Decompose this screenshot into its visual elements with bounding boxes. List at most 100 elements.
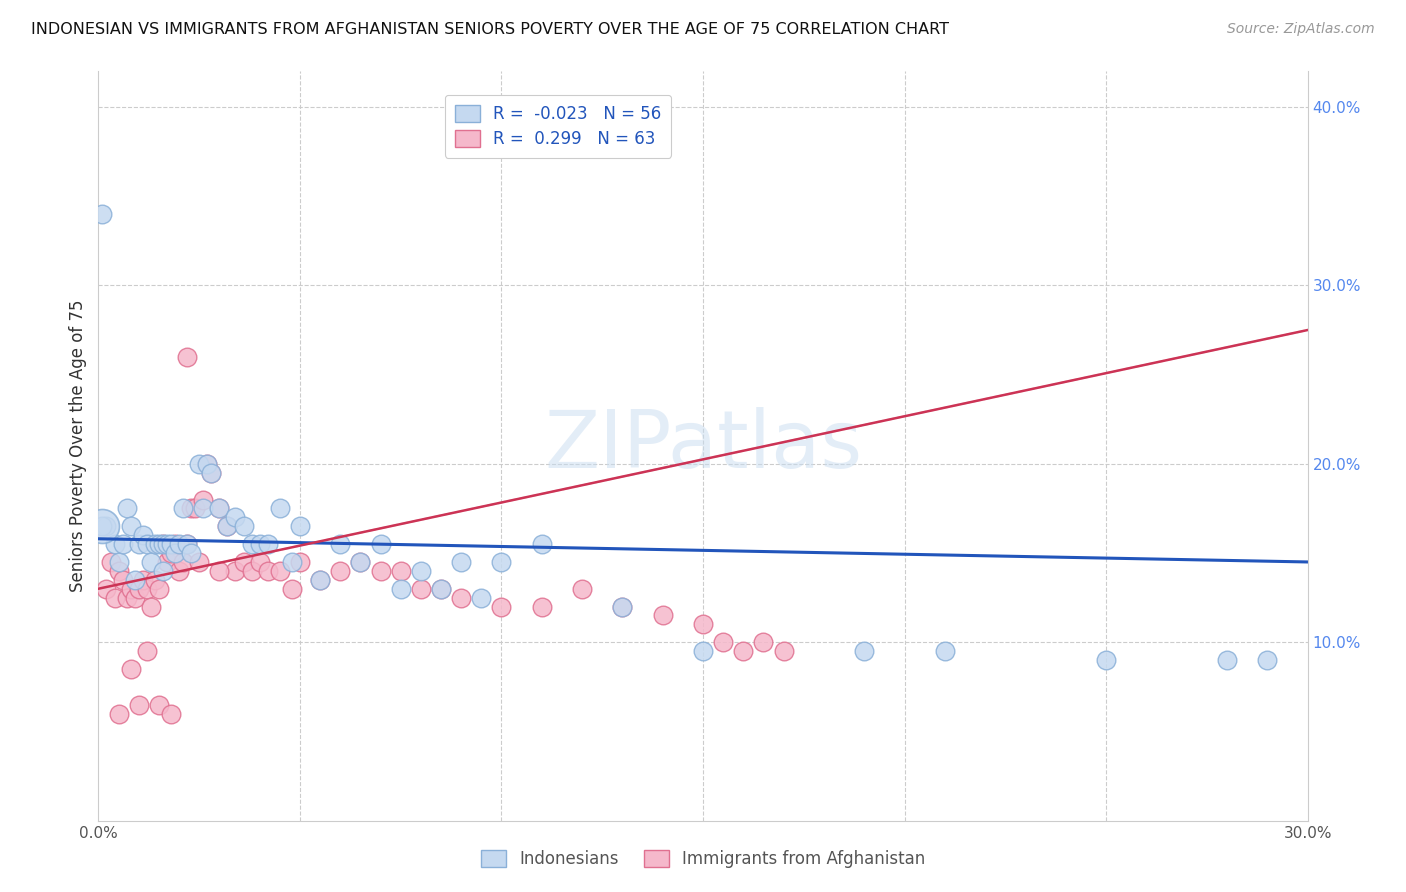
Text: ZIPatlas: ZIPatlas xyxy=(544,407,862,485)
Point xyxy=(193,492,215,507)
Point xyxy=(281,555,304,569)
Point xyxy=(160,546,183,560)
Point xyxy=(152,537,174,551)
Point xyxy=(139,599,162,614)
Point xyxy=(143,573,166,587)
Point xyxy=(389,582,412,596)
Point xyxy=(143,537,166,551)
Point xyxy=(120,662,142,676)
Point xyxy=(135,537,157,551)
Point xyxy=(934,644,956,658)
Legend: R =  -0.023   N = 56, R =  0.299   N = 63: R = -0.023 N = 56, R = 0.299 N = 63 xyxy=(444,95,671,158)
Point xyxy=(692,617,714,632)
Point xyxy=(180,501,202,516)
Point xyxy=(91,207,114,221)
Point xyxy=(208,501,231,516)
Y-axis label: Seniors Poverty Over the Age of 75: Seniors Poverty Over the Age of 75 xyxy=(69,300,87,592)
Point xyxy=(195,457,218,471)
Point xyxy=(96,519,118,533)
Point xyxy=(491,599,513,614)
Point xyxy=(853,644,876,658)
Point xyxy=(1256,653,1278,667)
Point xyxy=(132,528,155,542)
Point xyxy=(232,555,254,569)
Point xyxy=(612,599,634,614)
Point xyxy=(249,555,271,569)
Point xyxy=(148,537,170,551)
Point xyxy=(195,457,218,471)
Point xyxy=(491,555,513,569)
Point xyxy=(370,537,392,551)
Point xyxy=(309,573,332,587)
Point xyxy=(172,501,194,516)
Point xyxy=(120,519,142,533)
Point xyxy=(349,555,371,569)
Point xyxy=(224,510,246,524)
Point xyxy=(115,591,138,605)
Point xyxy=(167,537,190,551)
Point xyxy=(100,555,122,569)
Point xyxy=(208,564,231,578)
Point xyxy=(240,564,263,578)
Point xyxy=(389,564,412,578)
Point xyxy=(1095,653,1118,667)
Point xyxy=(733,644,755,658)
Point xyxy=(232,519,254,533)
Point xyxy=(124,591,146,605)
Point xyxy=(128,582,150,596)
Point xyxy=(139,555,162,569)
Point xyxy=(530,537,553,551)
Point xyxy=(107,555,129,569)
Legend: Indonesians, Immigrants from Afghanistan: Indonesians, Immigrants from Afghanistan xyxy=(474,843,932,875)
Point xyxy=(249,537,271,551)
Point xyxy=(450,555,472,569)
Point xyxy=(96,582,118,596)
Point xyxy=(193,501,215,516)
Point xyxy=(132,573,155,587)
Point xyxy=(160,706,183,721)
Point xyxy=(128,537,150,551)
Point xyxy=(752,635,775,649)
Point xyxy=(224,564,246,578)
Point xyxy=(349,555,371,569)
Point xyxy=(188,457,211,471)
Point xyxy=(772,644,794,658)
Point xyxy=(200,466,222,480)
Point xyxy=(124,573,146,587)
Point xyxy=(217,519,239,533)
Point xyxy=(256,564,278,578)
Point xyxy=(188,555,211,569)
Point xyxy=(200,466,222,480)
Point xyxy=(470,591,492,605)
Point xyxy=(370,564,392,578)
Point xyxy=(612,599,634,614)
Point xyxy=(156,537,179,551)
Point xyxy=(184,501,207,516)
Point xyxy=(240,537,263,551)
Point xyxy=(180,546,202,560)
Point xyxy=(571,582,593,596)
Point xyxy=(111,537,134,551)
Point xyxy=(711,635,734,649)
Point xyxy=(163,537,186,551)
Point xyxy=(176,537,198,551)
Point xyxy=(148,698,170,712)
Point xyxy=(167,564,190,578)
Point xyxy=(288,519,311,533)
Point xyxy=(172,555,194,569)
Point xyxy=(450,591,472,605)
Point xyxy=(329,564,352,578)
Point xyxy=(176,537,198,551)
Point xyxy=(91,519,114,533)
Point xyxy=(208,501,231,516)
Point xyxy=(156,555,179,569)
Point xyxy=(430,582,453,596)
Text: INDONESIAN VS IMMIGRANTS FROM AFGHANISTAN SENIORS POVERTY OVER THE AGE OF 75 COR: INDONESIAN VS IMMIGRANTS FROM AFGHANISTA… xyxy=(31,22,949,37)
Point xyxy=(651,608,673,623)
Point xyxy=(152,564,174,578)
Point xyxy=(148,582,170,596)
Point xyxy=(128,698,150,712)
Point xyxy=(256,537,278,551)
Point xyxy=(281,582,304,596)
Point xyxy=(217,519,239,533)
